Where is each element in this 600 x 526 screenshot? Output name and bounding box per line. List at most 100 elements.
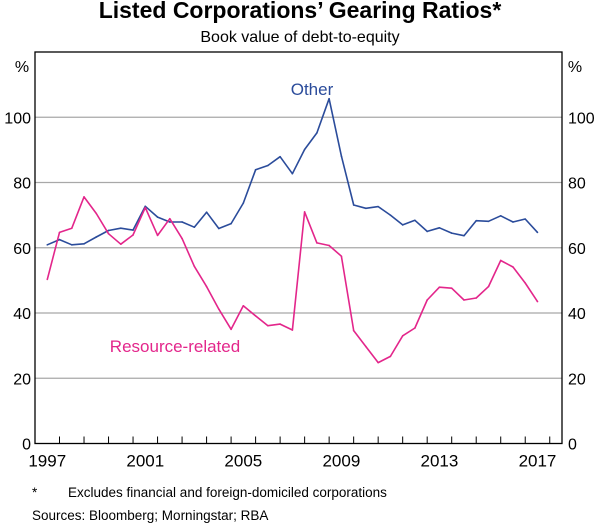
data-point bbox=[156, 234, 159, 237]
x-tick-label: 2001 bbox=[126, 452, 164, 471]
legend-label-resource-related: Resource-related bbox=[110, 337, 240, 356]
data-point bbox=[524, 218, 527, 220]
data-point bbox=[365, 345, 367, 348]
data-point bbox=[58, 238, 61, 241]
data-point bbox=[450, 232, 453, 234]
data-point bbox=[426, 230, 428, 233]
data-point bbox=[389, 214, 392, 216]
data-point bbox=[70, 227, 73, 229]
data-point bbox=[267, 164, 269, 167]
sources: Sources: Bloomberg; Morningstar; RBA bbox=[32, 508, 269, 523]
data-point bbox=[352, 204, 355, 206]
plot-frame bbox=[34, 51, 563, 445]
x-tick-label: 2009 bbox=[322, 452, 360, 471]
data-point bbox=[414, 219, 416, 222]
data-point bbox=[475, 297, 478, 299]
data-point bbox=[205, 211, 208, 213]
data-point bbox=[352, 329, 355, 332]
y-tick-label-right: 40 bbox=[568, 306, 586, 323]
data-point bbox=[377, 361, 379, 364]
data-point bbox=[414, 327, 416, 329]
data-point bbox=[475, 219, 478, 222]
data-point bbox=[487, 285, 490, 288]
data-point bbox=[230, 328, 232, 331]
y-tick-label-right: 100 bbox=[568, 110, 595, 127]
data-point bbox=[401, 224, 404, 226]
data-point bbox=[95, 236, 98, 238]
data-point bbox=[450, 287, 453, 290]
y-tick-label-right: 20 bbox=[568, 371, 586, 388]
data-point bbox=[267, 324, 269, 327]
data-point bbox=[536, 300, 539, 303]
data-point bbox=[279, 323, 281, 325]
data-point bbox=[536, 231, 539, 234]
data-point bbox=[119, 243, 122, 245]
data-point bbox=[119, 227, 122, 229]
y-tick-label-left: 40 bbox=[13, 306, 31, 323]
y-tick-label-right: 0 bbox=[568, 437, 577, 454]
data-point bbox=[58, 231, 61, 234]
y-tick-label-right: 80 bbox=[568, 176, 586, 193]
data-point bbox=[83, 243, 85, 245]
y-tick-label-left: 0 bbox=[22, 437, 31, 454]
data-point bbox=[499, 214, 502, 217]
data-point bbox=[205, 285, 208, 288]
data-point bbox=[230, 222, 232, 225]
y-tick-label-left: 80 bbox=[13, 176, 31, 193]
x-tick-label: 2017 bbox=[519, 452, 557, 471]
legend-label-other: Other bbox=[291, 80, 334, 99]
data-point bbox=[169, 221, 171, 223]
data-point bbox=[291, 329, 294, 331]
y-tick-label-left: 60 bbox=[13, 241, 31, 258]
data-point bbox=[377, 205, 379, 208]
data-point bbox=[132, 229, 134, 231]
series-line-other bbox=[46, 97, 539, 246]
data-point bbox=[499, 259, 502, 262]
data-point bbox=[463, 299, 465, 301]
data-point bbox=[218, 227, 220, 230]
chart-title: Listed Corporations’ Gearing Ratios* bbox=[98, 0, 502, 23]
data-point bbox=[365, 207, 367, 210]
footnote: Excludes financial and foreign-domiciled… bbox=[68, 485, 387, 500]
data-point bbox=[438, 227, 441, 229]
y-tick-label-right: 60 bbox=[568, 241, 586, 258]
data-point bbox=[328, 97, 330, 100]
data-point bbox=[46, 244, 49, 246]
data-point bbox=[254, 315, 257, 317]
data-point bbox=[438, 286, 441, 289]
data-point bbox=[144, 205, 147, 208]
y-tick-label-left: 100 bbox=[4, 110, 31, 127]
data-point bbox=[181, 221, 183, 223]
x-tick-label: 2013 bbox=[421, 452, 459, 471]
data-point bbox=[389, 355, 392, 358]
chart-subtitle: Book value of debt-to-equity bbox=[200, 29, 400, 46]
data-point bbox=[144, 206, 147, 209]
x-tick-label: 1997 bbox=[28, 452, 66, 471]
y-axis-unit-left: % bbox=[15, 59, 29, 76]
data-point bbox=[512, 266, 514, 268]
data-point bbox=[46, 278, 49, 281]
data-point bbox=[426, 299, 428, 301]
data-point bbox=[401, 335, 404, 337]
data-point bbox=[340, 255, 343, 258]
x-tick-label: 2005 bbox=[224, 452, 262, 471]
data-point bbox=[193, 226, 196, 228]
footnote-marker: * bbox=[32, 485, 38, 500]
data-point bbox=[303, 211, 306, 213]
data-point bbox=[340, 155, 343, 157]
data-point bbox=[242, 202, 245, 204]
data-point bbox=[156, 216, 159, 218]
data-point bbox=[181, 237, 183, 240]
data-point bbox=[316, 242, 318, 244]
data-point bbox=[328, 244, 330, 247]
y-tick-label-left: 20 bbox=[13, 371, 31, 388]
data-point bbox=[512, 221, 514, 223]
data-point bbox=[95, 212, 98, 215]
data-point bbox=[487, 220, 490, 223]
data-point bbox=[524, 282, 527, 284]
data-point bbox=[107, 229, 110, 232]
data-point bbox=[242, 305, 245, 307]
data-point bbox=[132, 234, 134, 236]
data-point bbox=[463, 234, 465, 237]
